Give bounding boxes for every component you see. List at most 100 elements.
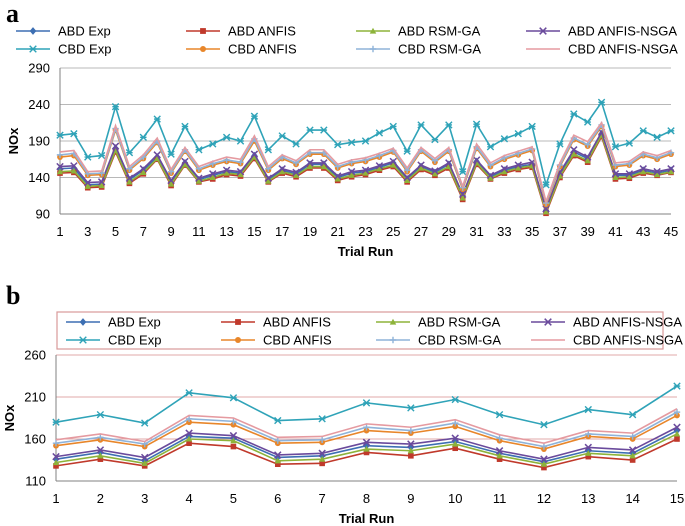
b-point-abd-anfis [53, 463, 59, 469]
a-point-cbd-exp [139, 133, 148, 142]
a-point-abd-anfis-nsga [153, 151, 161, 159]
a-point-abd-rsm-ga [515, 164, 522, 171]
a-y-tick-label: 190 [28, 134, 50, 149]
b-point-abd-anfis-nsga [673, 423, 681, 431]
b-point-abd-rsm-ga [230, 437, 237, 444]
a-point-cbd-exp [417, 121, 425, 129]
a-x-tick-label: 23 [358, 224, 372, 239]
a-point-abd-rsm-ga [223, 169, 230, 176]
b-point-abd-anfis-nsga [495, 447, 504, 455]
b-point-cbd-rsm-ga [452, 419, 459, 427]
a-legend-marker-cbd-anfis [200, 46, 206, 52]
a-point-cbd-exp [625, 139, 634, 147]
a-point-cbd-exp [361, 137, 370, 145]
a-point-abd-anfis-nsga [542, 205, 550, 213]
a-point-abd-rsm-ga [376, 165, 383, 172]
a-point-cbd-exp [583, 118, 592, 126]
a-x-tick-label: 9 [167, 224, 174, 239]
b-point-cbd-rsm-ga [496, 434, 503, 442]
a-point-cbd-exp [500, 135, 509, 143]
b-point-cbd-exp [451, 395, 459, 404]
b-point-cbd-exp [407, 404, 415, 412]
a-point-abd-anfis-nsga [514, 161, 522, 169]
a-x-tick-label: 41 [608, 224, 622, 239]
b-point-cbd-anfis [363, 427, 370, 434]
b-point-cbd-rsm-ga [52, 440, 60, 447]
a-point-cbd-exp [403, 147, 411, 155]
a-point-abd-anfis-nsga [472, 156, 481, 164]
b-point-abd-anfis [230, 443, 237, 450]
b-legend-label-abd-anfis-nsga: ABD ANFIS-NSGA [573, 315, 682, 330]
a-point-abd-anfis-nsga [445, 159, 453, 167]
a-legend-label-cbd-anfis: CBD ANFIS [228, 42, 297, 57]
a-point-abd-rsm-ga [181, 161, 189, 167]
b-point-cbd-anfis [186, 419, 192, 426]
b-point-abd-anfis [274, 461, 281, 467]
a-point-cbd-exp [320, 126, 328, 134]
a-point-abd-anfis-nsga [222, 166, 231, 174]
a-point-abd-rsm-ga [570, 150, 577, 157]
b-point-cbd-rsm-ga [585, 430, 592, 438]
b-point-cbd-exp [96, 410, 105, 419]
a-x-tick-label: 35 [525, 224, 539, 239]
a-point-abd-anfis-nsga [347, 167, 356, 176]
a-point-cbd-rsm-ga [56, 151, 64, 159]
b-point-abd-anfis [452, 445, 459, 452]
a-point-cbd-exp [556, 140, 564, 148]
a-point-cbd-exp [389, 122, 397, 131]
a-point-cbd-exp [292, 140, 300, 148]
b-y-axis-title: NOx [2, 404, 17, 432]
a-point-abd-rsm-ga [542, 208, 550, 215]
b-x-tick-label: 8 [363, 491, 370, 506]
a-point-abd-anfis-nsga [486, 171, 495, 180]
a-point-abd-rsm-ga [98, 182, 105, 189]
a-x-tick-label: 25 [386, 224, 400, 239]
b-legend-box [56, 311, 664, 350]
a-x-tick-label: 7 [140, 224, 147, 239]
a-x-tick-label: 43 [636, 224, 650, 239]
b-point-abd-anfis [186, 440, 192, 446]
a-point-abd-anfis-nsga [139, 165, 148, 173]
a-point-cbd-exp [264, 146, 272, 154]
a-legend-marker-abd-anfis [200, 28, 206, 34]
b-point-abd-rsm-ga [540, 461, 548, 467]
a-point-abd-anfis-nsga [264, 174, 273, 182]
b-point-cbd-exp [52, 418, 60, 426]
a-point-abd-rsm-ga [487, 175, 494, 181]
b-y-tick-label: 110 [25, 474, 46, 489]
a-point-abd-rsm-ga [612, 174, 619, 181]
b-legend-marker-abd-anfis [235, 319, 241, 325]
b-x-tick-label: 7 [319, 491, 326, 506]
b-point-abd-anfis [363, 449, 370, 456]
b-x-tick-label: 2 [97, 491, 104, 506]
b-point-abd-rsm-ga [274, 457, 281, 464]
a-y-tick-label: 290 [28, 61, 50, 76]
a-point-cbd-exp [153, 115, 161, 123]
a-point-abd-anfis-nsga [167, 176, 175, 185]
b-point-cbd-exp [495, 410, 504, 419]
a-x-tick-label: 31 [469, 224, 483, 239]
b-point-abd-anfis [629, 457, 636, 463]
b-point-cbd-anfis [452, 423, 459, 430]
b-point-abd-exp [52, 455, 60, 463]
a-x-tick-label: 19 [303, 224, 317, 239]
a-point-abd-rsm-ga [209, 174, 216, 181]
a-point-cbd-exp [514, 130, 522, 138]
a-point-abd-rsm-ga [653, 171, 661, 178]
b-legend-label-cbd-anfis-nsga: CBD ANFIS-NSGA [573, 333, 683, 348]
b-point-cbd-rsm-ga [274, 437, 281, 444]
a-point-abd-rsm-ga [362, 169, 369, 176]
a-x-axis-title: Trial Run [338, 244, 394, 259]
a-point-abd-rsm-ga [403, 177, 411, 183]
b-x-tick-label: 4 [185, 491, 192, 506]
a-point-abd-anfis-nsga [431, 167, 439, 175]
a-legend-marker-cbd-exp [29, 45, 37, 53]
b-point-abd-rsm-ga [585, 450, 592, 456]
b-point-cbd-rsm-ga [230, 418, 237, 425]
b-point-cbd-rsm-ga [629, 433, 636, 440]
a-point-cbd-exp [570, 110, 578, 118]
a-point-abd-anfis-nsga [653, 167, 661, 176]
a-point-cbd-exp [639, 127, 647, 135]
b-x-tick-label: 15 [670, 491, 684, 506]
a-point-abd-anfis-nsga [625, 170, 634, 178]
